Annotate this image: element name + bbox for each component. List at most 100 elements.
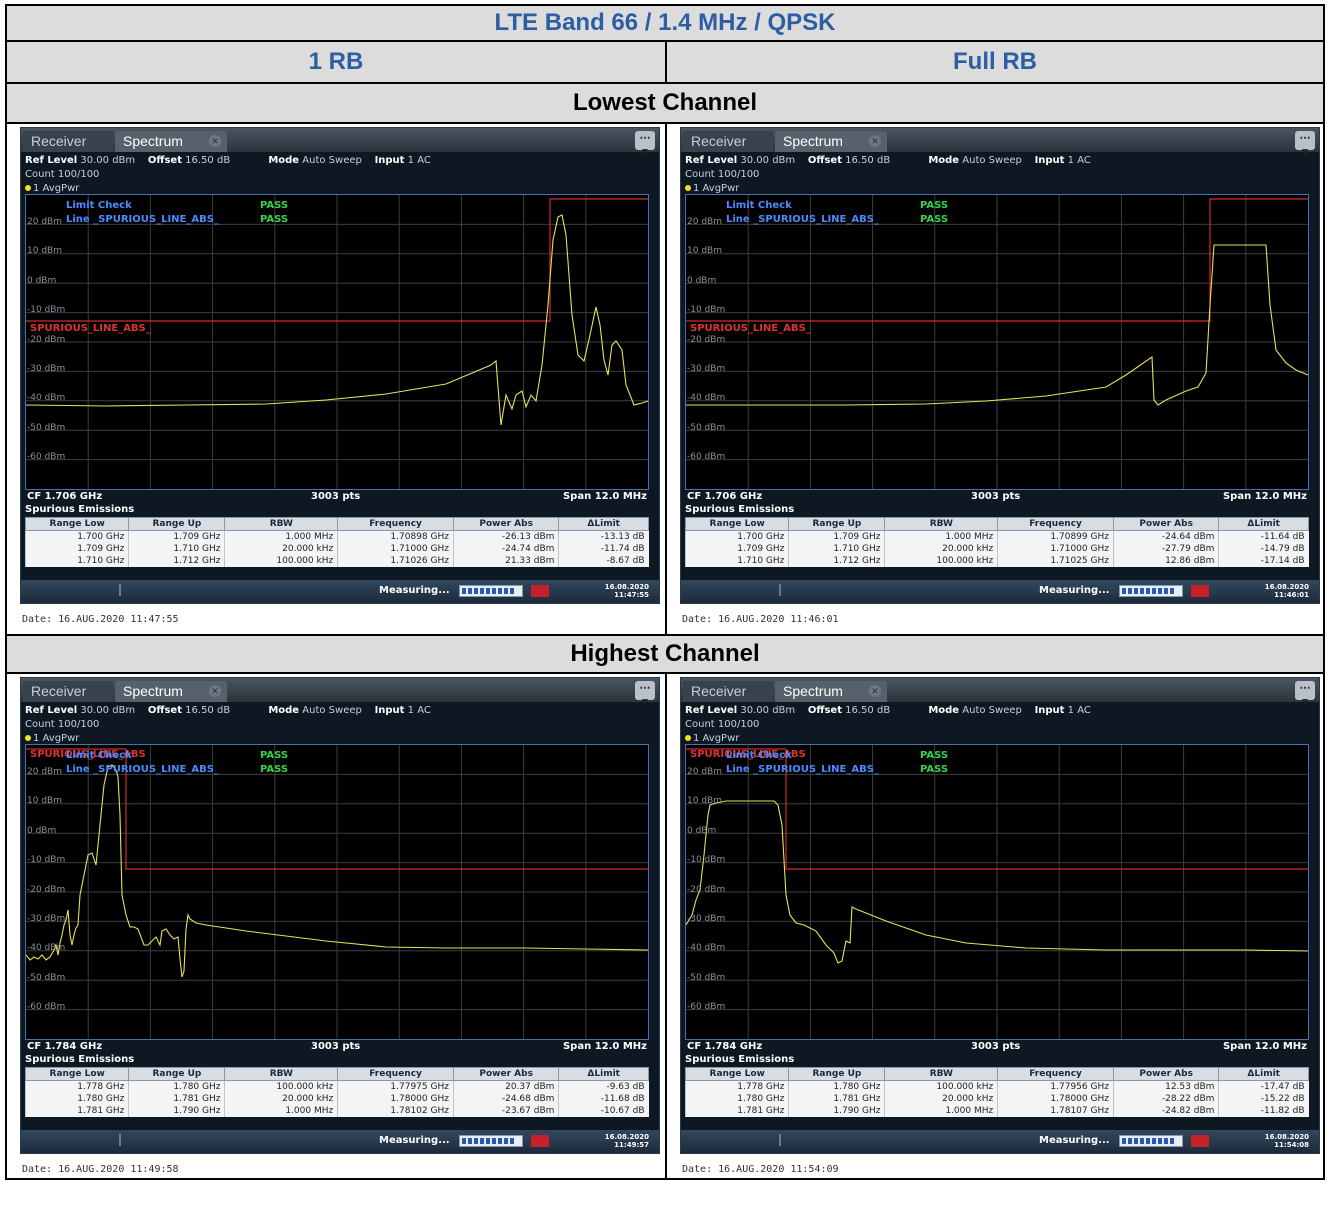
table-cell: 1.790 GHz xyxy=(128,1105,225,1117)
x-axis-row: CF 1.706 GHz 3003 pts Span 12.0 MHz xyxy=(685,491,1309,504)
table-header: Range Low xyxy=(684,517,790,531)
tab-bar: Receiver Spectrum ✕ ⋯ ▾ xyxy=(681,678,1319,708)
close-icon[interactable]: ✕ xyxy=(209,135,221,147)
progress-bar xyxy=(459,585,523,597)
column-divider-lower2 xyxy=(665,674,667,1180)
table-cell: 1.77975 GHz xyxy=(337,1080,454,1093)
measuring-status: Measuring... xyxy=(1039,585,1110,596)
table-cell: 20.37 dBm xyxy=(452,1080,559,1093)
table-header: ΔLimit xyxy=(1218,1067,1309,1081)
table-header: Power Abs xyxy=(1112,517,1220,531)
span: Span 12.0 MHz xyxy=(562,1041,647,1052)
spurious-emissions-title: Spurious Emissions xyxy=(25,504,135,515)
tab-spectrum[interactable]: Spectrum ✕ xyxy=(775,681,887,702)
y-axis-label: -20 dBm xyxy=(687,334,726,345)
progress-fill xyxy=(1122,1138,1174,1144)
progress-bar xyxy=(1119,585,1183,597)
spectrum-svg xyxy=(686,195,1308,489)
table-row: 1.710 GHz 1.712 GHz 100.000 kHz 1.71026 GHz… xyxy=(24,555,649,567)
table-cell: -11.68 dB xyxy=(558,1093,649,1105)
table-cell: 1.70899 GHz xyxy=(997,530,1114,543)
spurious-line-label: SPURIOUS_LINE_ABS_ xyxy=(30,323,151,334)
page-title: LTE Band 66 / 1.4 MHz / QPSK xyxy=(5,4,1325,42)
table-cell: 1.78000 GHz xyxy=(337,1093,454,1105)
column-header-1rb: 1 RB xyxy=(7,42,665,84)
table-cell: 1.781 GHz xyxy=(788,1093,885,1105)
status-indicator-icon xyxy=(531,1135,549,1147)
sweep-count: Count 100/100 xyxy=(25,719,100,730)
tab-receiver[interactable]: Receiver xyxy=(683,681,773,702)
table-row: 1.778 GHz 1.780 GHz 100.000 kHz 1.77956 GHz… xyxy=(684,1080,1309,1093)
column-divider xyxy=(665,42,667,84)
y-axis-label: -30 dBm xyxy=(687,914,726,924)
table-header: Range Up xyxy=(128,1067,226,1081)
table-header: Range Up xyxy=(788,1067,886,1081)
span: Span 12.0 MHz xyxy=(1222,491,1307,502)
limit-line-label: Line _SPURIOUS_LINE_ABS_ xyxy=(66,764,219,775)
close-icon[interactable]: ✕ xyxy=(869,685,881,697)
limit-line-label: Line _SPURIOUS_LINE_ABS_ xyxy=(726,764,879,775)
tab-receiver[interactable]: Receiver xyxy=(23,131,113,152)
table-header: ΔLimit xyxy=(1218,517,1309,531)
table-cell: 1.780 GHz xyxy=(24,1093,129,1105)
spurious-emissions-title: Spurious Emissions xyxy=(25,1054,135,1065)
y-axis-label: -20 dBm xyxy=(27,884,66,895)
status-bar: Measuring... 16.08.2020 11:47:55 xyxy=(21,580,659,603)
table-cell: 1.78102 GHz xyxy=(337,1105,454,1117)
y-axis-label: -30 dBm xyxy=(27,914,66,924)
tab-receiver[interactable]: Receiver xyxy=(23,681,113,702)
table-cell: -9.63 dB xyxy=(558,1080,649,1093)
span: Span 12.0 MHz xyxy=(562,491,647,502)
y-axis-label: 20 dBm xyxy=(27,217,62,227)
trace-dot-icon xyxy=(685,185,691,191)
y-axis-label: -40 dBm xyxy=(27,943,66,954)
status-clock: 16.08.2020 11:49:57 xyxy=(604,1133,649,1149)
capture-date: Date: 16.AUG.2020 11:49:58 xyxy=(22,1164,179,1175)
trace-dot-icon xyxy=(25,185,31,191)
tab-receiver[interactable]: Receiver xyxy=(683,131,773,152)
status-bar: Measuring... 16.08.2020 11:46:01 xyxy=(681,580,1319,603)
table-row: 1.780 GHz 1.781 GHz 20.000 kHz 1.78000 GHz -… xyxy=(24,1093,649,1105)
menu-icon[interactable]: ⋯ ▾ xyxy=(1295,681,1315,708)
analyzer-panel: Receiver Spectrum ✕ ⋯ ▾ Ref Level 30.00 dB… xyxy=(680,127,1320,670)
table-cell: -15.22 dB xyxy=(1218,1093,1309,1105)
y-axis-label: -50 dBm xyxy=(27,422,66,433)
limit-check-label: Limit Check xyxy=(726,750,792,761)
y-axis-label: 20 dBm xyxy=(687,217,722,227)
pass-label: PASS xyxy=(920,200,949,211)
tab-spectrum[interactable]: Spectrum ✕ xyxy=(115,681,227,702)
pass-label: PASS xyxy=(260,200,289,211)
y-axis-label: 20 dBm xyxy=(27,767,62,777)
table-header-row: Range Low Range Up RBW Frequency Power Abs ΔL… xyxy=(24,1067,649,1081)
limit-line xyxy=(686,198,1308,322)
close-icon[interactable]: ✕ xyxy=(869,135,881,147)
status-bar: Measuring... 16.08.2020 11:49:57 xyxy=(21,1130,659,1153)
menu-icon[interactable]: ⋯ ▾ xyxy=(635,131,655,158)
tab-spectrum[interactable]: Spectrum ✕ xyxy=(775,131,887,152)
close-icon[interactable]: ✕ xyxy=(209,685,221,697)
trace-label: 1 AvgPwr xyxy=(685,733,739,744)
spectrum-svg xyxy=(686,745,1308,1039)
tab-spectrum[interactable]: Spectrum ✕ xyxy=(115,131,227,152)
spectrum-screenshot: Receiver Spectrum ✕ ⋯ ▾ Ref Level 30.00 dB… xyxy=(20,127,660,604)
tab-bar: Receiver Spectrum ✕ ⋯ ▾ xyxy=(681,128,1319,158)
table-row: 1.781 GHz 1.790 GHz 1.000 MHz 1.78107 GHz -2… xyxy=(684,1105,1309,1117)
points-count: 3003 pts xyxy=(971,491,1021,502)
status-indicator-icon xyxy=(1191,585,1209,597)
limit-check-label: Limit Check xyxy=(66,750,132,761)
y-axis-label: 10 dBm xyxy=(27,246,62,257)
table-cell: 1.71025 GHz xyxy=(997,555,1114,567)
spectrum-plot: 20 dBm 10 dBm 0 dBm -10 dBm -20 dBm -30 dBm -4… xyxy=(685,744,1309,1040)
y-axis-label: -20 dBm xyxy=(687,884,726,895)
ref-level-info: Ref Level 30.00 dBm Offset 16.50 dB Mode… xyxy=(685,705,1091,716)
menu-icon[interactable]: ⋯ ▾ xyxy=(1295,131,1315,158)
pass-label: PASS xyxy=(920,214,949,225)
trace-line xyxy=(26,764,648,978)
status-separator xyxy=(779,584,781,596)
table-row: 1.700 GHz 1.709 GHz 1.000 MHz 1.70899 GHz -2… xyxy=(684,530,1309,543)
menu-icon[interactable]: ⋯ ▾ xyxy=(635,681,655,708)
x-axis-row: CF 1.784 GHz 3003 pts Span 12.0 MHz xyxy=(685,1041,1309,1054)
table-row: 1.709 GHz 1.710 GHz 20.000 kHz 1.71000 GHz -… xyxy=(24,543,649,555)
table-cell: 1.781 GHz xyxy=(128,1093,225,1105)
y-axis-label: 10 dBm xyxy=(27,796,62,807)
